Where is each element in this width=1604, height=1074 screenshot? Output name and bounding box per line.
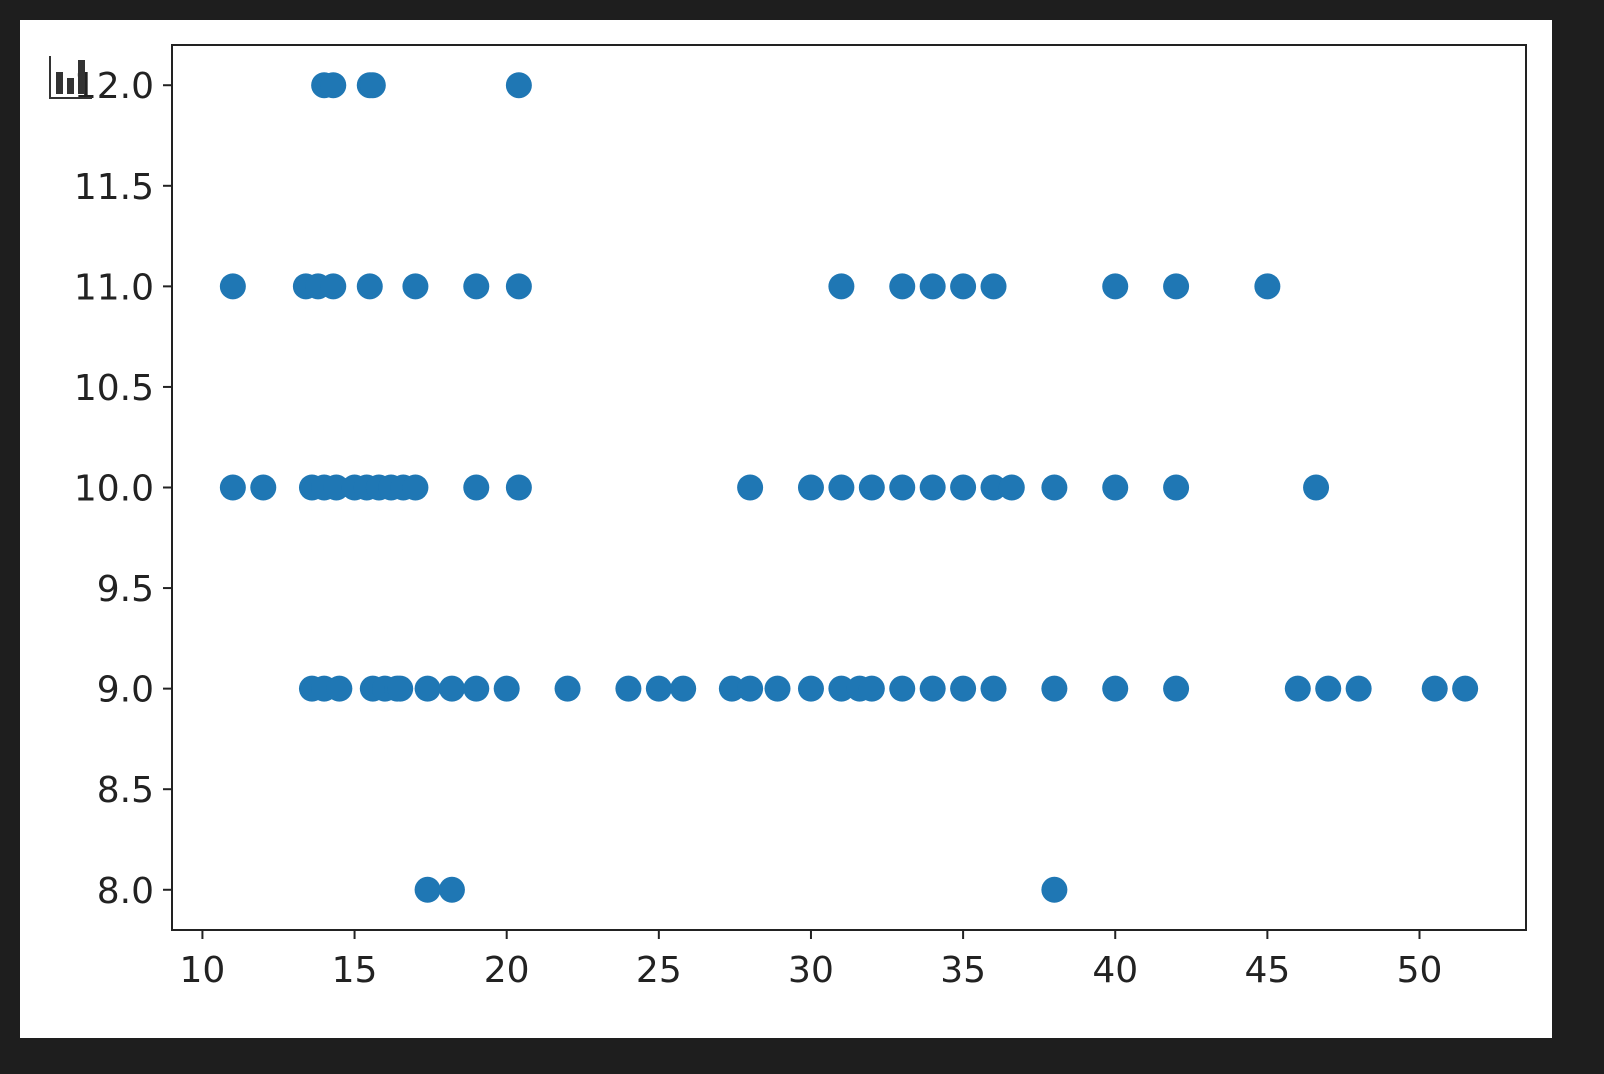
data-point (828, 474, 855, 501)
data-point (1163, 474, 1190, 501)
data-point (858, 675, 885, 702)
data-point (998, 474, 1025, 501)
y-tick-label: 9.5 (97, 569, 154, 610)
y-tick-label: 8.5 (97, 770, 154, 811)
data-point (950, 273, 977, 300)
data-point (1315, 675, 1342, 702)
data-point (438, 876, 465, 903)
data-point (1102, 474, 1129, 501)
y-tick-label: 10.5 (74, 368, 154, 409)
data-point (463, 675, 490, 702)
y-tick-label: 11.5 (74, 167, 154, 208)
x-tick-label: 40 (1092, 950, 1138, 991)
data-point (858, 474, 885, 501)
data-point (919, 474, 946, 501)
y-tick-label: 8.0 (97, 871, 154, 912)
data-point (1163, 675, 1190, 702)
data-point (1041, 675, 1068, 702)
data-point (414, 876, 441, 903)
data-point (250, 474, 277, 501)
data-point (402, 273, 429, 300)
data-point (402, 474, 429, 501)
x-tick-label: 50 (1397, 950, 1443, 991)
data-point (615, 675, 642, 702)
data-point (438, 675, 465, 702)
chart-panel: 10 15 20 25 30 35 40 45 50 8.0 8.5 9.0 9.5 10.0 10.5 11… (20, 20, 1552, 1038)
data-point (980, 273, 1007, 300)
data-point (1345, 675, 1372, 702)
data-point (505, 273, 532, 300)
data-point (764, 675, 791, 702)
data-point (387, 675, 414, 702)
data-point (320, 273, 347, 300)
data-point (554, 675, 581, 702)
data-point (797, 675, 824, 702)
data-point (323, 474, 350, 501)
data-point (219, 273, 246, 300)
data-point (1102, 273, 1129, 300)
x-tick-label: 25 (636, 950, 682, 991)
data-point (356, 273, 383, 300)
data-point (718, 675, 745, 702)
data-point (493, 675, 520, 702)
data-point (889, 273, 916, 300)
data-point (889, 675, 916, 702)
x-tick-label: 35 (940, 950, 986, 991)
data-point (950, 474, 977, 501)
data-point (1041, 876, 1068, 903)
data-point (414, 675, 441, 702)
data-point (1452, 675, 1479, 702)
data-point (359, 72, 386, 99)
data-point (326, 675, 353, 702)
data-point (505, 72, 532, 99)
data-point (737, 474, 764, 501)
x-tick-label: 30 (788, 950, 834, 991)
x-tick-label: 15 (332, 950, 378, 991)
data-point (828, 675, 855, 702)
y-tick-label: 9.0 (97, 670, 154, 711)
data-point (1421, 675, 1448, 702)
data-point (919, 675, 946, 702)
data-point (1254, 273, 1281, 300)
data-point (919, 273, 946, 300)
data-point (980, 474, 1007, 501)
y-tick-label: 12.0 (74, 66, 154, 107)
data-point (980, 675, 1007, 702)
data-point (737, 675, 764, 702)
data-point (1102, 675, 1129, 702)
scatter-chart: 10 15 20 25 30 35 40 45 50 8.0 8.5 9.0 9.5 10.0 10.5 11… (74, 44, 1527, 991)
data-point (219, 474, 246, 501)
y-tick-label: 11.0 (74, 267, 154, 308)
data-point (1284, 675, 1311, 702)
bar-chart-icon[interactable] (48, 54, 94, 100)
data-point (463, 273, 490, 300)
data-point (797, 474, 824, 501)
data-point (320, 72, 347, 99)
x-tick-label: 20 (484, 950, 530, 991)
data-point (670, 675, 697, 702)
data-point (1303, 474, 1330, 501)
data-point (505, 474, 532, 501)
data-point (645, 675, 672, 702)
x-tick-label: 10 (180, 950, 226, 991)
data-point (1041, 474, 1068, 501)
data-point (1163, 273, 1190, 300)
data-point (950, 675, 977, 702)
x-tick-label: 45 (1244, 950, 1290, 991)
data-point (828, 273, 855, 300)
data-point (889, 474, 916, 501)
data-point (463, 474, 490, 501)
y-tick-label: 10.0 (74, 469, 154, 510)
